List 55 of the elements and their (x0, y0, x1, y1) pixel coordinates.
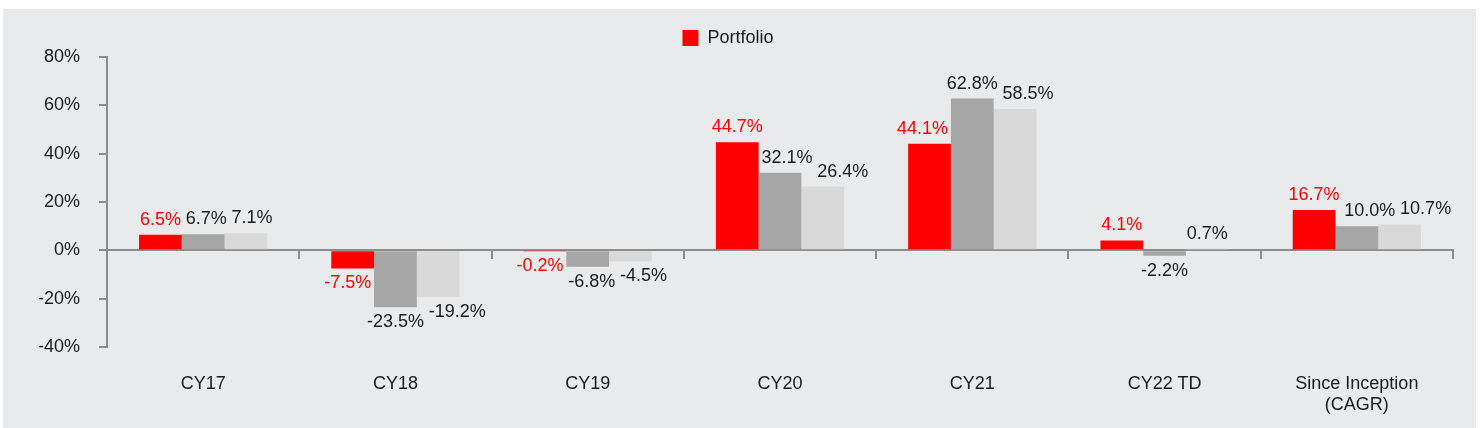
bar (993, 108, 1037, 250)
y-tick-label: -20% (37, 287, 80, 308)
bar (908, 143, 951, 250)
data-label: 26.4% (817, 160, 869, 181)
data-label: -23.5% (366, 311, 424, 332)
y-tick-label: -40% (37, 335, 80, 356)
data-label: -4.5% (619, 265, 667, 286)
bar (566, 251, 610, 267)
x-tick-label: CY20 (757, 372, 803, 393)
bar (1378, 224, 1421, 250)
bar (416, 251, 460, 297)
data-label: -6.8% (568, 270, 616, 291)
x-tick-label: CY21 (949, 372, 995, 393)
data-label: 10.7% (1400, 198, 1452, 219)
bar (1143, 251, 1186, 256)
data-label: -19.2% (428, 300, 486, 321)
data-label: 6.5% (139, 208, 181, 229)
y-tick-label: 60% (43, 94, 80, 115)
data-label: -7.5% (324, 272, 372, 293)
x-tick-label: CY22 TD (1127, 372, 1202, 393)
data-label: 10.0% (1344, 200, 1396, 221)
bar (609, 251, 652, 262)
bar (715, 142, 759, 250)
bar (758, 172, 802, 250)
bar (801, 186, 845, 250)
bar (224, 233, 268, 250)
data-label: 62.8% (946, 72, 998, 93)
data-label: 32.1% (761, 146, 813, 167)
data-label: 58.5% (1002, 82, 1054, 103)
bar (139, 234, 182, 250)
y-tick-label: 40% (43, 142, 80, 163)
bar (950, 98, 994, 250)
bar (181, 234, 225, 250)
y-tick-label: 80% (43, 45, 80, 66)
x-tick-label: Since Inception (CAGR) (1295, 372, 1419, 415)
data-label: 44.1% (897, 117, 949, 138)
y-tick-label: 0% (53, 239, 80, 260)
x-tick-label: CY19 (565, 372, 611, 393)
y-tick-label: 20% (43, 190, 80, 211)
bar (1335, 226, 1379, 250)
data-label: -0.2% (516, 254, 564, 275)
data-label: 4.1% (1101, 214, 1143, 235)
bar (1100, 240, 1144, 250)
data-label: 16.7% (1288, 183, 1340, 204)
data-label: 6.7% (185, 208, 227, 229)
data-label: 44.7% (711, 116, 763, 137)
data-label: -2.2% (1141, 259, 1189, 280)
data-label: 7.1% (231, 207, 273, 228)
bar (374, 251, 417, 308)
x-tick-label: CY17 (180, 372, 226, 393)
bar (331, 251, 375, 269)
legend-label: Portfolio (707, 26, 774, 47)
x-tick-label: CY18 (372, 372, 418, 393)
data-label: 0.7% (1186, 222, 1228, 243)
bar (1292, 209, 1336, 250)
